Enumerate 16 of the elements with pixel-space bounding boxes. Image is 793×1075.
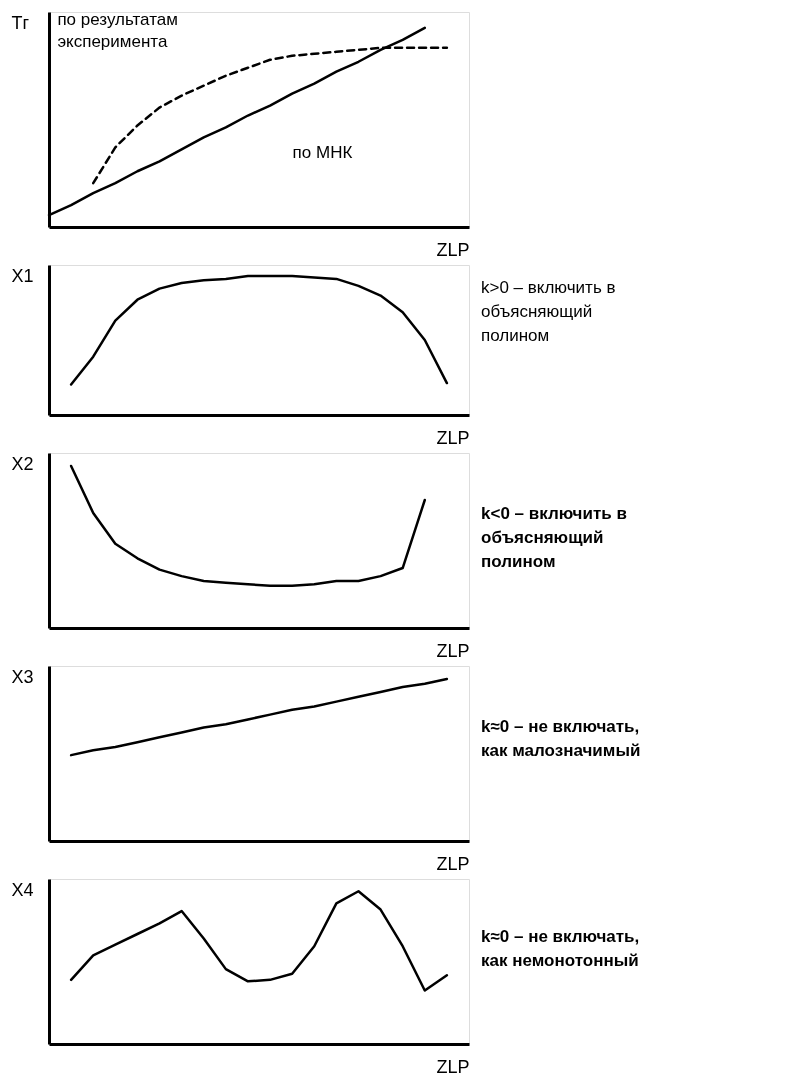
text: k≈0 – не включать, как немонотонный: [481, 926, 640, 970]
x-axis-title: ZLP: [436, 640, 470, 661]
y-axis-title: X1: [11, 265, 34, 286]
x-axis-title: ZLP: [436, 1056, 470, 1075]
text: k≈0 – не включать, как малозначимый: [481, 716, 641, 760]
y-axis-title: X3: [11, 666, 34, 687]
y-axis-title: X2: [11, 453, 34, 474]
x-axis-title: ZLP: [436, 853, 470, 874]
text: по результатам эксперимента: [57, 10, 178, 51]
x-axis-title: ZLP: [436, 427, 470, 448]
y-axis-title: Тг: [11, 12, 30, 33]
text: k<0 – включить в объясняющий полином: [481, 503, 627, 571]
text: k>0 – включить в объясняющий полином: [481, 278, 616, 345]
x-axis-title: ZLP: [436, 239, 470, 260]
text: по МНК: [292, 143, 353, 163]
y-axis-title: X4: [11, 879, 34, 900]
